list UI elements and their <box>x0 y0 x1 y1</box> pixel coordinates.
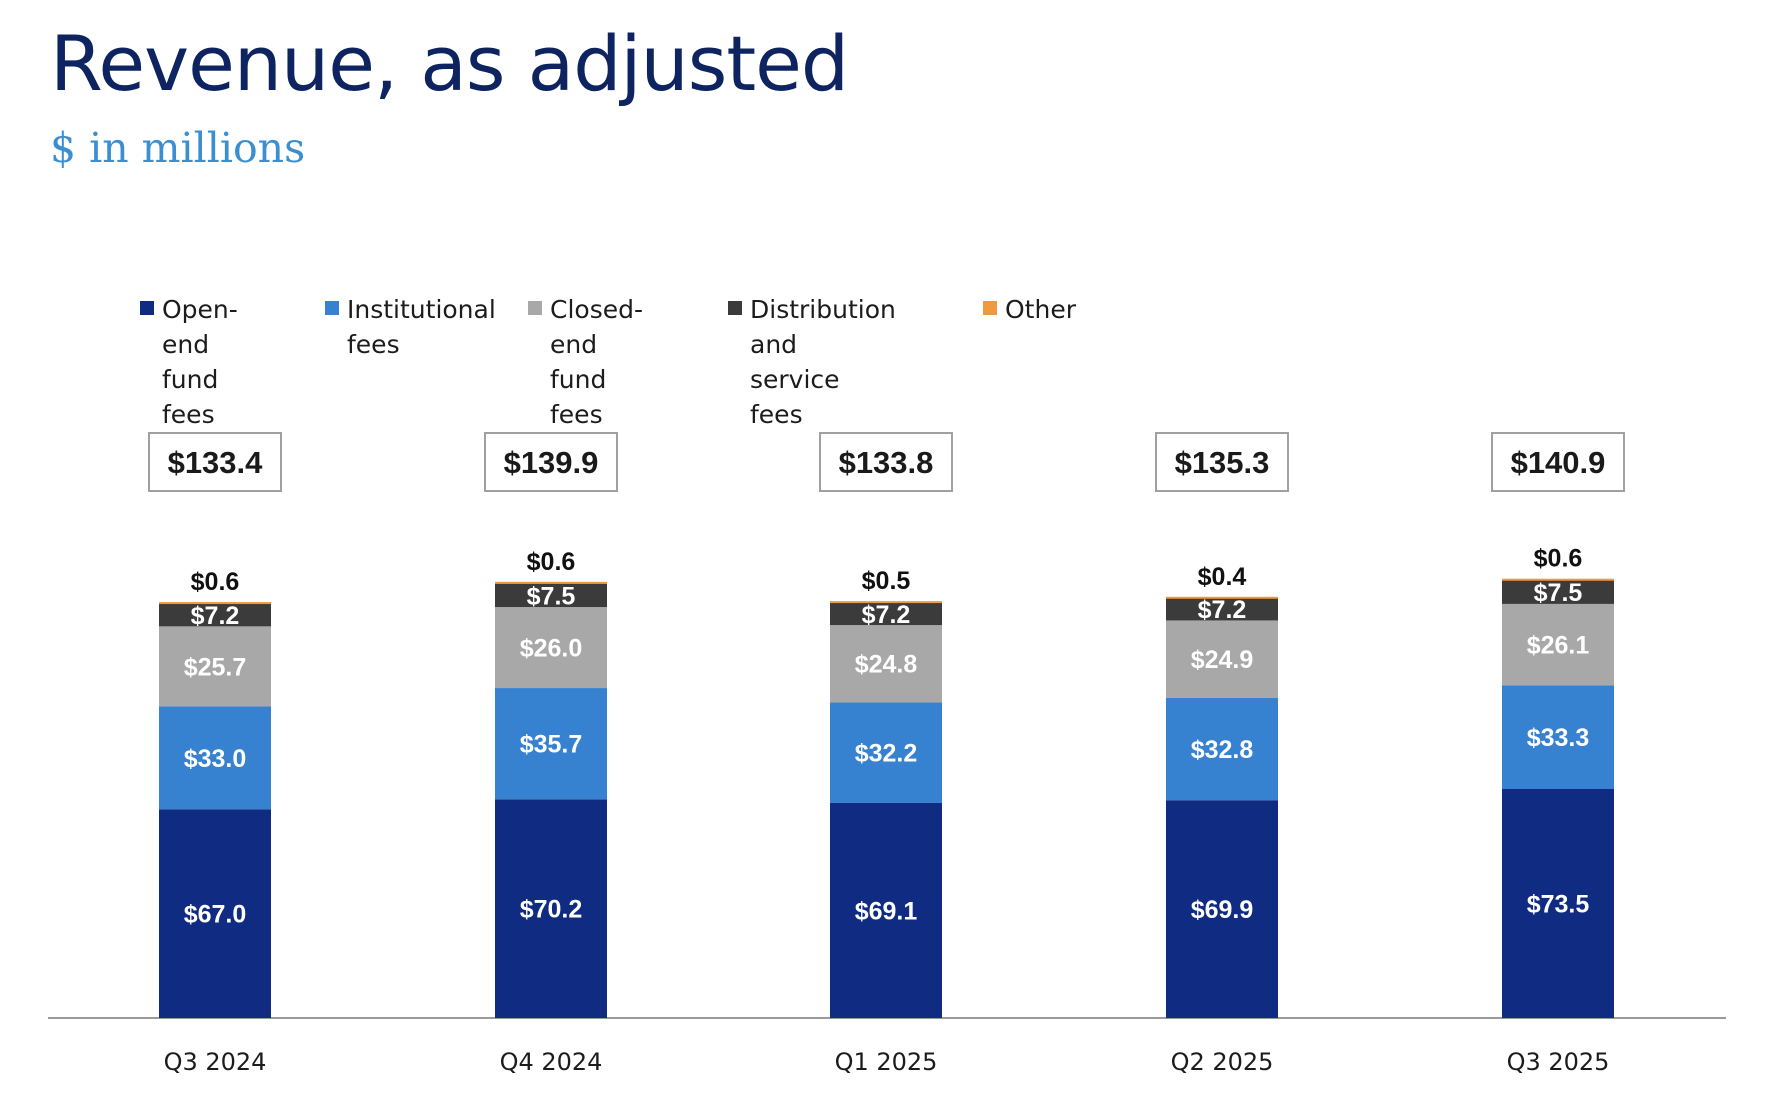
legend-item-other: Other <box>983 292 1076 327</box>
segment-value-label-other: $0.6 <box>1534 545 1583 573</box>
segment-value-label-open-end: $69.9 <box>1191 896 1254 924</box>
segment-value-label-other: $0.4 <box>1198 563 1247 591</box>
legend-label-open-end: Open-end fund fees <box>162 295 238 429</box>
total-value-box <box>1155 432 1289 492</box>
page-subtitle: $ in millions <box>50 124 306 172</box>
bar-segment-distribution <box>830 602 942 626</box>
bar-segment-distribution <box>159 603 271 627</box>
bar-segment-other <box>830 601 942 604</box>
bar-segment-open-end <box>830 802 942 1018</box>
legend-item-closed-end: Closed-end fund fees <box>528 292 643 432</box>
segment-value-label-distribution: $7.5 <box>527 582 576 610</box>
segment-value-label-closed-end: $25.7 <box>184 653 247 681</box>
segment-value-label-closed-end: $24.9 <box>1191 646 1254 674</box>
segment-value-label-distribution: $7.2 <box>191 602 240 630</box>
segment-value-label-closed-end: $26.1 <box>1527 632 1590 660</box>
bar-segment-closed-end <box>1502 603 1614 686</box>
bar-segment-closed-end <box>830 625 942 703</box>
bar-segment-closed-end <box>495 607 607 689</box>
bar-segment-closed-end <box>159 626 271 707</box>
segment-value-label-open-end: $70.2 <box>520 896 583 924</box>
legend-swatch-open-end <box>140 301 154 315</box>
total-value-box <box>148 432 282 492</box>
segment-value-label-other: $0.6 <box>191 568 240 596</box>
segment-value-label-institutional: $32.8 <box>1191 736 1254 764</box>
bar-segment-distribution <box>1166 598 1278 621</box>
bar-segment-distribution <box>495 583 607 608</box>
total-value-label: $140.9 <box>1511 445 1606 480</box>
segment-value-label-institutional: $32.2 <box>855 740 918 768</box>
total-value-label: $139.9 <box>504 445 599 480</box>
bar-segment-open-end <box>1502 788 1614 1018</box>
bar-segment-other <box>1502 578 1614 581</box>
segment-value-label-other: $0.5 <box>862 567 911 595</box>
bar-segment-institutional <box>159 706 271 810</box>
segment-value-label-distribution: $7.5 <box>1534 579 1583 607</box>
legend-swatch-distribution <box>728 301 742 315</box>
bar-segment-institutional <box>1166 698 1278 801</box>
segment-value-label-distribution: $7.2 <box>1198 596 1247 624</box>
total-value-box <box>819 432 953 492</box>
bar-segment-institutional <box>1502 685 1614 789</box>
segment-value-label-institutional: $35.7 <box>520 731 583 759</box>
bar-segment-closed-end <box>1166 620 1278 699</box>
segment-value-label-open-end: $73.5 <box>1527 890 1590 918</box>
legend-label-distribution: Distribution and service fees <box>750 295 896 429</box>
legend-item-institutional: Institutional fees <box>325 292 496 362</box>
segment-value-label-open-end: $69.1 <box>855 897 918 925</box>
x-tick-label: Q3 2025 <box>1507 1048 1610 1076</box>
segment-value-label-closed-end: $24.8 <box>855 651 918 679</box>
total-value-label: $135.3 <box>1175 445 1270 480</box>
bar-segment-institutional <box>495 688 607 800</box>
total-value-box <box>1491 432 1625 492</box>
total-value-label: $133.4 <box>168 445 264 480</box>
page-title: Revenue, as adjusted <box>50 19 849 108</box>
bar-segment-distribution <box>1502 580 1614 604</box>
bar-segment-institutional <box>830 702 942 803</box>
bar-segment-other <box>495 581 607 584</box>
total-value-label: $133.8 <box>839 445 934 480</box>
bar-segment-open-end <box>495 799 607 1018</box>
bar-segment-other <box>159 602 271 605</box>
legend-item-distribution: Distribution and service fees <box>728 292 896 432</box>
segment-value-label-closed-end: $26.0 <box>520 635 583 663</box>
legend-label-other: Other <box>1005 295 1076 324</box>
segment-value-label-distribution: $7.2 <box>862 601 911 629</box>
legend-swatch-closed-end <box>528 301 542 315</box>
legend-swatch-institutional <box>325 301 339 315</box>
legend-label-institutional: Institutional fees <box>347 295 496 359</box>
x-tick-label: Q1 2025 <box>835 1048 938 1076</box>
bar-segment-other <box>1166 596 1278 599</box>
x-tick-label: Q3 2024 <box>164 1048 267 1076</box>
total-value-box <box>484 432 618 492</box>
segment-value-label-open-end: $67.0 <box>184 901 247 929</box>
bar-segment-open-end <box>159 809 271 1018</box>
legend-label-closed-end: Closed-end fund fees <box>550 295 643 429</box>
x-tick-label: Q2 2025 <box>1171 1048 1274 1076</box>
segment-value-label-other: $0.6 <box>527 548 576 576</box>
legend-item-open-end: Open-end fund fees <box>140 292 238 432</box>
x-tick-label: Q4 2024 <box>500 1048 603 1076</box>
segment-value-label-institutional: $33.3 <box>1527 724 1590 752</box>
segment-value-label-institutional: $33.0 <box>184 745 247 773</box>
bar-segment-open-end <box>1166 800 1278 1018</box>
legend-swatch-other <box>983 301 997 315</box>
